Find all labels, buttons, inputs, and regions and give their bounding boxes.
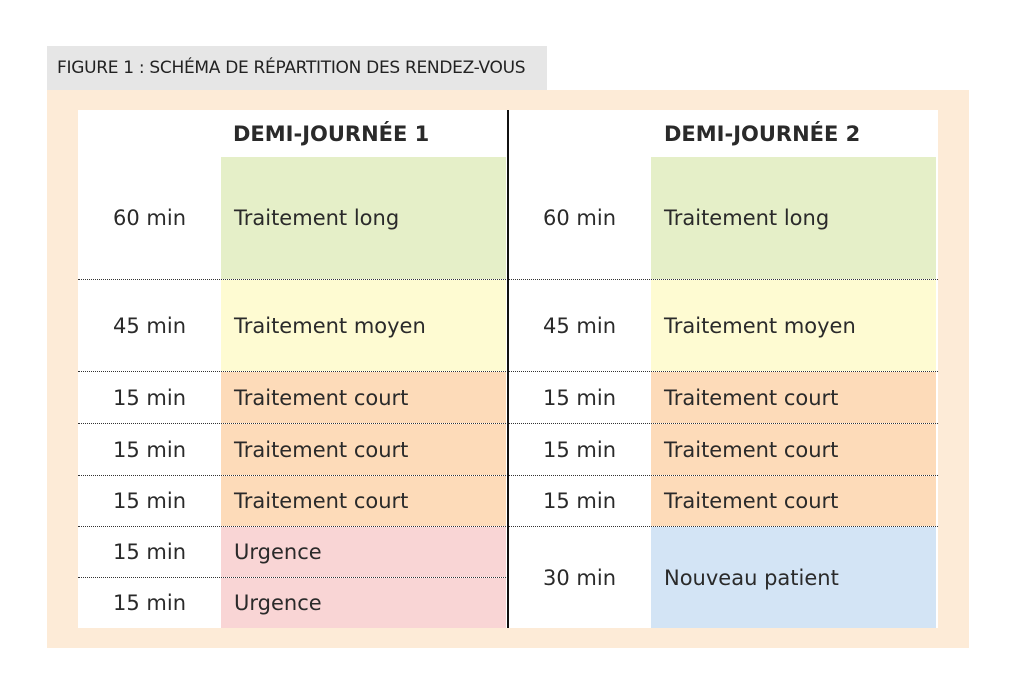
slot-duration: 15 min: [113, 591, 186, 615]
slot-label: Traitement court: [221, 476, 506, 526]
slot-row: 60 min Traitement long: [508, 157, 938, 279]
slot-separator: [78, 371, 508, 372]
slot-label: Traitement court: [651, 424, 936, 475]
slot-label: Urgence: [221, 527, 506, 577]
slot-label: Traitement court: [651, 372, 936, 423]
slot-row: 45 min Traitement moyen: [508, 280, 938, 371]
half-day-1-column: DEMI-JOURNÉE 1 60 min Traitement long 45…: [78, 110, 508, 628]
slot-duration: 15 min: [113, 540, 186, 564]
slot-label: Traitement court: [221, 424, 506, 475]
slot-separator: [78, 279, 508, 280]
slot-label: Traitement moyen: [221, 280, 506, 371]
slot-duration: 15 min: [543, 489, 616, 513]
slot-duration: 15 min: [113, 437, 186, 462]
slot-label: Traitement court: [221, 372, 506, 423]
slot-separator: [508, 279, 938, 280]
half-day-2-column: DEMI-JOURNÉE 2 60 min Traitement long 45…: [508, 110, 938, 628]
slot-separator: [508, 423, 938, 424]
slot-label: Nouveau patient: [651, 527, 936, 628]
slot-row: 15 min Traitement court: [508, 476, 938, 526]
slot-separator: [78, 526, 508, 527]
slot-label: Traitement long: [651, 157, 936, 279]
slot-label: Traitement long: [221, 157, 506, 279]
slot-duration: 60 min: [543, 206, 616, 230]
slot-row: 15 min Traitement court: [78, 424, 508, 475]
column-divider: [507, 110, 509, 628]
slot-separator: [78, 475, 508, 476]
half-day-2-header: DEMI-JOURNÉE 2: [664, 121, 861, 146]
slot-label: Traitement court: [651, 476, 936, 526]
slot-separator: [78, 577, 508, 578]
slot-row: 30 min Nouveau patient: [508, 527, 938, 628]
slot-separator: [508, 371, 938, 372]
slot-duration: 15 min: [113, 489, 186, 513]
slot-row: 15 min Urgence: [78, 527, 508, 577]
slot-duration: 45 min: [543, 313, 616, 338]
slot-label: Urgence: [221, 578, 506, 628]
slot-duration: 15 min: [543, 385, 616, 410]
slot-label: Traitement moyen: [651, 280, 936, 371]
slot-row: 60 min Traitement long: [78, 157, 508, 279]
slot-duration: 30 min: [543, 565, 616, 590]
slot-duration: 60 min: [113, 206, 186, 230]
slot-duration: 15 min: [543, 437, 616, 462]
slot-duration: 15 min: [113, 385, 186, 410]
figure-title: FIGURE 1 : SCHÉMA DE RÉPARTITION DES REN…: [47, 46, 547, 90]
slot-separator: [508, 526, 938, 527]
slot-separator: [508, 475, 938, 476]
slot-row: 15 min Traitement court: [78, 476, 508, 526]
slot-row: 15 min Traitement court: [508, 424, 938, 475]
slot-duration: 45 min: [113, 313, 186, 338]
slot-separator: [78, 423, 508, 424]
half-day-1-header: DEMI-JOURNÉE 1: [233, 121, 430, 146]
slot-row: 15 min Traitement court: [508, 372, 938, 423]
slot-row: 45 min Traitement moyen: [78, 280, 508, 371]
slot-row: 15 min Urgence: [78, 578, 508, 628]
slot-row: 15 min Traitement court: [78, 372, 508, 423]
